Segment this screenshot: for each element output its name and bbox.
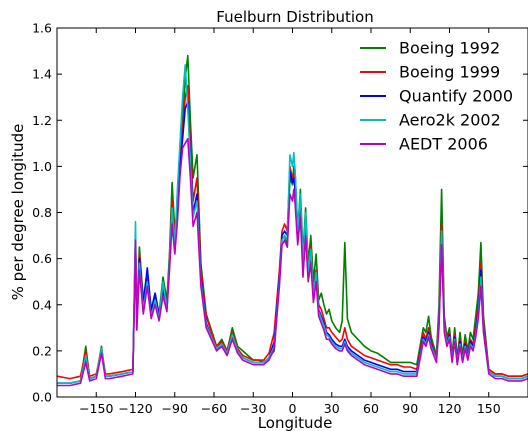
y-tick-label: 1.6 [32, 21, 52, 36]
x-axis-label: Longitude [258, 414, 333, 431]
x-tick-label: 60 [363, 401, 379, 416]
x-tick-label: −30 [240, 401, 266, 416]
plot-frame [56, 27, 528, 398]
x-tick-label: −60 [201, 401, 227, 416]
y-tick-label: 0.0 [32, 390, 52, 405]
series-line-4 [57, 137, 528, 387]
axis-ticks: −150 −120 −90 −60 −30 0 30 60 90 120 150 0.0 0.2 0.4 0… [32, 21, 528, 416]
series-line-1 [56, 84, 528, 380]
x-tick-label: 90 [402, 401, 418, 416]
legend-label: Boeing 1999 [399, 63, 500, 82]
y-tick-label: 1.2 [32, 113, 52, 128]
x-tick-label: 30 [324, 401, 340, 416]
legend-label: Boeing 1992 [399, 39, 500, 58]
y-tick-label: 0.4 [32, 297, 52, 312]
legend-label: AEDT 2006 [399, 135, 488, 154]
series-lines [56, 54, 528, 387]
legend-label: Aero2k 2002 [399, 111, 501, 130]
legend: Boeing 1992 Boeing 1999 Quantify 2000 Aero2… [360, 39, 513, 154]
legend-label: Quantify 2000 [399, 87, 513, 106]
x-tick-label: 120 [438, 401, 462, 416]
x-tick-label: −90 [162, 401, 188, 416]
x-tick-label: −120 [118, 401, 152, 416]
x-tick-label: 0 [289, 401, 297, 416]
y-tick-label: 0.2 [32, 343, 52, 358]
y-tick-label: 0.8 [32, 205, 52, 220]
y-axis-label: % per degree longitude [9, 124, 27, 301]
y-tick-label: 0.6 [32, 251, 52, 266]
y-tick-label: 1.0 [32, 159, 52, 174]
x-tick-label: −150 [79, 401, 113, 416]
chart-title: Fuelburn Distribution [216, 8, 373, 26]
y-tick-label: 1.4 [32, 67, 52, 82]
x-tick-label: 150 [477, 401, 501, 416]
